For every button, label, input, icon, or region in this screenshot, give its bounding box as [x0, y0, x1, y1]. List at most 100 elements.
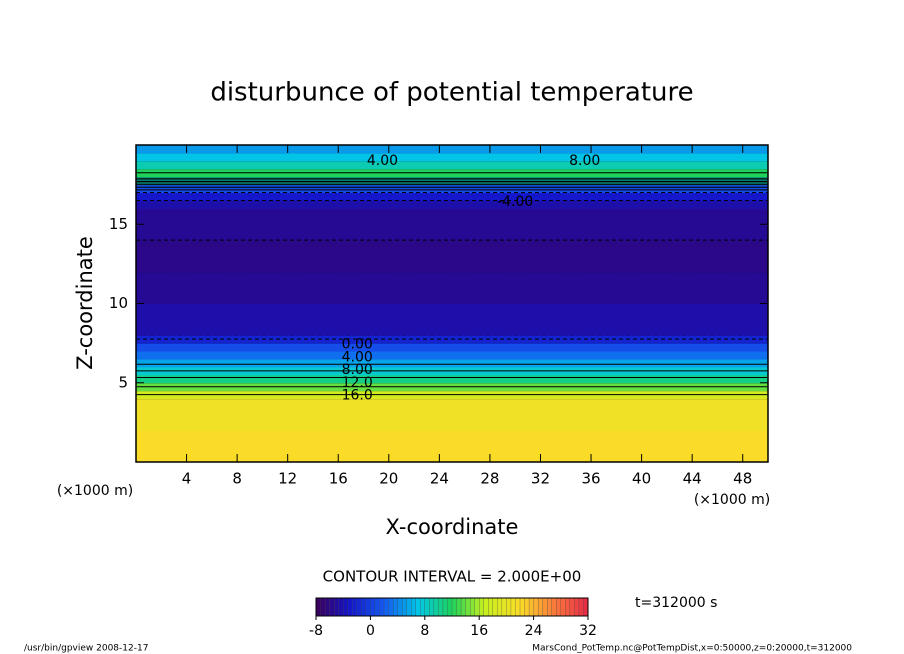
colorbar-cell	[551, 597, 557, 617]
colorbar-tick-label: 0	[366, 623, 375, 639]
colorbar-cell	[365, 597, 371, 617]
colorbar-tick-label: 8	[420, 623, 429, 639]
colorbar-cell	[379, 597, 385, 617]
colorbar-cell	[442, 597, 448, 617]
colorbar-cell	[451, 597, 457, 617]
colorbar-cell	[524, 597, 530, 617]
colorbar-cell	[483, 597, 489, 617]
field-band	[136, 192, 768, 201]
x-tick-label: 28	[480, 470, 499, 488]
field-band	[136, 351, 768, 360]
colorbar-cell	[361, 597, 367, 617]
footer-right: MarsCond_PotTemp.nc@PotTempDist,x=0:5000…	[532, 644, 852, 654]
colorbar-cell	[429, 597, 435, 617]
colorbar-cell	[465, 597, 471, 617]
x-tick-label: 12	[278, 470, 297, 488]
field-band	[136, 176, 768, 186]
time-label: t=312000 s	[635, 595, 717, 611]
x-tick-label: 36	[581, 470, 600, 488]
colorbar-cell	[556, 597, 562, 617]
colorbar-cell	[411, 597, 417, 617]
y-tick-label: 5	[118, 373, 128, 391]
colorbar-cell	[424, 597, 430, 617]
colorbar-cell	[343, 597, 349, 617]
colorbar-cell	[438, 597, 444, 617]
colorbar-cell	[415, 597, 421, 617]
field-band	[136, 430, 768, 463]
colorbar-cell	[479, 597, 485, 617]
colorbar-cell	[547, 597, 553, 617]
contour-label: 8.00	[342, 362, 373, 378]
field-band	[136, 208, 768, 241]
field-band	[136, 358, 768, 368]
x-unit: (×1000 m)	[694, 492, 770, 508]
colorbar-cell	[492, 597, 498, 617]
colorbar-cell	[397, 597, 403, 617]
contour-label: 8.00	[569, 153, 600, 169]
contour-label: 12.0	[342, 375, 373, 391]
footer-left: /usr/bin/gpview 2008-12-17	[24, 644, 148, 654]
colorbar-cell	[447, 597, 453, 617]
field-band	[136, 343, 768, 352]
colorbar-cell	[324, 597, 331, 617]
colorbar-cell	[420, 597, 426, 617]
colorbar-cell	[497, 597, 503, 617]
field-band	[136, 303, 768, 336]
colorbar-tick-label: 24	[525, 623, 543, 639]
x-tick-label: 40	[632, 470, 651, 488]
colorbar-tick-label: 32	[579, 623, 597, 639]
colorbar-cell	[406, 597, 412, 617]
colorbar-cell	[374, 597, 380, 617]
contour-label: 16.0	[342, 387, 373, 403]
colorbar-cell	[537, 597, 544, 617]
colorbar-cell	[338, 597, 344, 617]
field-band	[136, 145, 768, 154]
colorbar-tick-label: 16	[470, 623, 488, 639]
x-tick-label: 44	[683, 470, 702, 488]
x-tick-label: 24	[430, 470, 449, 488]
field-band	[136, 160, 768, 170]
colorbar-cell	[515, 597, 521, 617]
field-band	[136, 184, 768, 194]
colorbar-cell	[388, 597, 394, 617]
x-unit: (×1000 m)	[57, 483, 133, 499]
colorbar-cell	[578, 597, 584, 617]
y-tick-label: 10	[109, 294, 128, 312]
colorbar-cell	[542, 597, 548, 617]
colorbar-cell	[474, 597, 480, 617]
colorbar-cell	[574, 597, 580, 617]
colorbar-cell	[510, 597, 516, 617]
colorbar-tick-label: -8	[309, 623, 323, 639]
colorbar-cell	[488, 597, 494, 617]
field-band	[136, 152, 768, 162]
colorbar-cell	[352, 597, 358, 617]
colorbar-cell	[392, 597, 399, 617]
colorbar-frame	[315, 597, 589, 617]
colorbar-cell	[506, 597, 512, 617]
field-band	[136, 240, 768, 273]
field-band	[136, 271, 768, 304]
colorbar-cell	[560, 597, 566, 617]
contour-label: 0.00	[342, 337, 373, 353]
colorbar-cell	[315, 597, 321, 617]
colorbar-cell	[329, 597, 335, 617]
colorbar-cell	[433, 597, 439, 617]
colorbar-cell	[460, 597, 467, 617]
colorbar-cell	[528, 597, 535, 617]
colorbar-cell	[383, 597, 389, 617]
colorbar-cell	[519, 597, 525, 617]
colorbar-cell	[320, 597, 326, 617]
y-axis-label: Z-coordinate	[73, 236, 97, 370]
colorbar-cell	[333, 597, 340, 617]
field-band	[136, 200, 768, 209]
colorbar-cell	[565, 597, 571, 617]
x-tick-label: 20	[379, 470, 398, 488]
x-tick-label: 8	[232, 470, 242, 488]
colorbar-cell	[533, 597, 539, 617]
contour-label: 4.00	[367, 153, 398, 169]
x-tick-label: 32	[531, 470, 550, 488]
field-band	[136, 398, 768, 431]
x-tick-label: 16	[329, 470, 348, 488]
chart-title: disturbunce of potential temperature	[210, 78, 693, 108]
